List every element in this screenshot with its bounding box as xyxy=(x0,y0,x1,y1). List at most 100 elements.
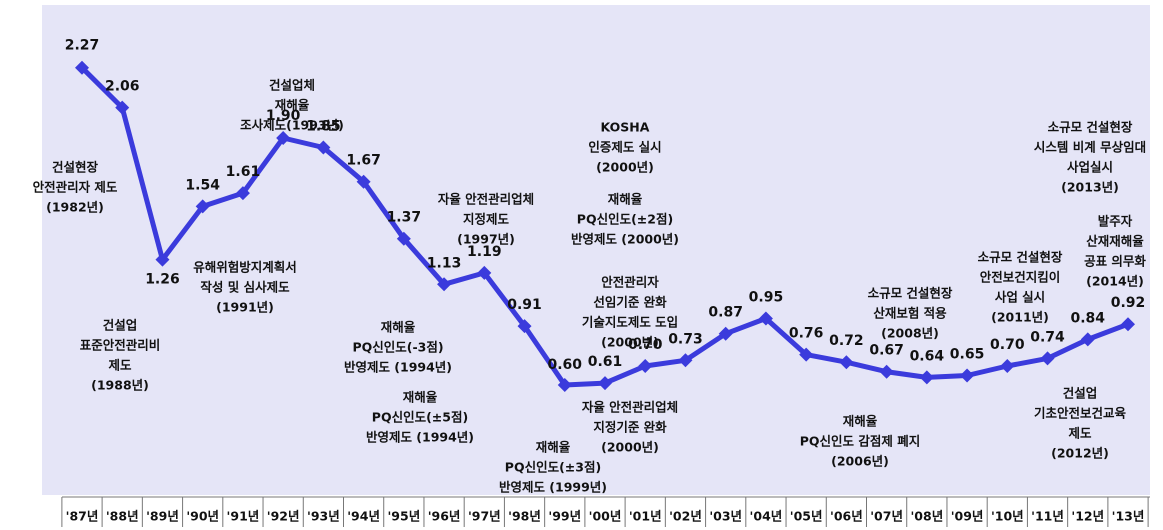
annotation: 자율 안전관리업체 xyxy=(438,192,534,207)
annotation: 소규모 건설현장 xyxy=(868,286,953,301)
marker xyxy=(115,100,130,115)
data-label: 1.61 xyxy=(226,164,261,180)
x-tick-label: '02년 xyxy=(669,509,702,524)
annotation: 기초안전보건교육 xyxy=(1034,406,1127,421)
annotation: 공표 의무화 xyxy=(1084,254,1146,269)
annotation: 안전보건지킴이 xyxy=(980,270,1061,285)
annotation: (1997년) xyxy=(457,232,515,247)
annotation: 사업 실시 xyxy=(995,290,1045,305)
x-tick-label: '90년 xyxy=(186,509,219,524)
annotation: 산재보험 적용 xyxy=(873,306,947,321)
data-label: 0.60 xyxy=(547,357,582,373)
annotation: 발주자 xyxy=(1098,214,1133,229)
x-tick-label: '11년 xyxy=(1031,509,1064,524)
annotation: 제도 xyxy=(108,358,132,373)
annotation: (2013년) xyxy=(1061,180,1119,195)
marker xyxy=(1040,351,1055,366)
x-tick-label: '96년 xyxy=(428,509,461,524)
annotation: 안전관리자 xyxy=(601,275,659,290)
marker xyxy=(437,277,452,292)
marker xyxy=(678,353,693,368)
annotation: 유해위험방지계획서 xyxy=(193,260,297,275)
annotation: (2000년) xyxy=(601,335,659,350)
data-label: 1.19 xyxy=(467,244,502,260)
x-tick-label: '03년 xyxy=(709,509,742,524)
annotation: 재해율 xyxy=(536,440,571,455)
x-tick-label: '07년 xyxy=(870,509,903,524)
annotation: 반영제도 (2000년) xyxy=(571,232,679,247)
annotation: PQ신인도(±2점) xyxy=(577,212,673,227)
annotation: PQ신인도(-3점) xyxy=(352,340,443,355)
marker xyxy=(477,265,492,280)
annotation: PQ신인도(±5점) xyxy=(372,410,468,425)
data-label: 1.13 xyxy=(427,255,462,271)
x-tick-label: '93년 xyxy=(307,509,340,524)
x-tick-label: '98년 xyxy=(508,509,541,524)
data-label: 1.90 xyxy=(266,108,301,124)
marker xyxy=(75,60,89,75)
annotation: 표준안전관리비 xyxy=(80,338,161,353)
data-label: 0.70 xyxy=(628,337,663,353)
data-label: 0.65 xyxy=(950,347,985,363)
marker xyxy=(638,359,653,373)
annotation: (2000년) xyxy=(601,440,659,455)
annotation: 반영제도 (1994년) xyxy=(344,360,452,375)
data-label: 0.84 xyxy=(1070,310,1105,326)
annotation: 반영제도 (1994년) xyxy=(366,430,474,445)
data-label: 2.27 xyxy=(65,38,100,54)
annotation: 재해율 xyxy=(275,98,310,113)
marker xyxy=(316,140,331,155)
annotation: 지정제도 xyxy=(463,212,510,227)
marker xyxy=(919,370,934,385)
data-label: 0.91 xyxy=(507,297,542,313)
data-label: 0.73 xyxy=(668,331,703,347)
x-tick-label: '89년 xyxy=(146,509,179,524)
x-tick-label: '05년 xyxy=(790,509,823,524)
marker xyxy=(839,355,854,370)
data-label: 2.06 xyxy=(105,79,140,95)
x-tick-label: '95년 xyxy=(387,509,420,524)
annotation: 지정기준 완화 xyxy=(593,420,667,435)
data-label: 1.37 xyxy=(387,210,422,226)
annotation: 조사제도(1993년) xyxy=(240,118,344,133)
annotation: 제도 xyxy=(1068,426,1092,441)
x-tick-label: '99년 xyxy=(548,509,581,524)
x-tick-label: '06년 xyxy=(830,509,863,524)
annotation: 작성 및 심사제도 xyxy=(200,280,290,295)
annotation: 산재재해율 xyxy=(1086,234,1144,249)
marker xyxy=(799,347,814,362)
annotation: (1991년) xyxy=(216,300,274,315)
annotation: 자율 안전관리업체 xyxy=(582,400,678,415)
marker xyxy=(960,368,975,383)
marker xyxy=(1121,317,1135,332)
data-label: 0.72 xyxy=(829,333,864,349)
x-tick-label: '00년 xyxy=(589,509,622,524)
marker xyxy=(758,311,773,326)
x-tick-label: '04년 xyxy=(750,509,783,524)
annotation: 반영제도 (1999년) xyxy=(499,480,607,495)
annotation: (2000년) xyxy=(596,160,654,175)
x-tick-label: '08년 xyxy=(910,509,943,524)
x-tick-label: '13년 xyxy=(1112,509,1145,524)
marker xyxy=(1080,332,1095,347)
annotation: 기술지도제도 도입 xyxy=(582,315,678,330)
x-tick-label: '94년 xyxy=(347,509,380,524)
data-label: 0.76 xyxy=(789,326,824,342)
marker xyxy=(195,199,210,214)
annotation: (2012년) xyxy=(1051,446,1109,461)
annotation: 재해율 xyxy=(608,192,643,207)
data-label: 0.64 xyxy=(910,348,945,364)
annotation: PQ신인도 감점제 폐지 xyxy=(800,434,921,449)
x-tick-label: '87년 xyxy=(66,509,99,524)
annotation: (1988년) xyxy=(91,378,149,393)
x-tick-label: '10년 xyxy=(991,509,1024,524)
annotation: 시스템 비계 무상임대 xyxy=(1034,140,1146,155)
annotation: (2008년) xyxy=(881,326,939,341)
marker xyxy=(155,252,170,267)
data-label: 0.95 xyxy=(749,290,784,306)
annotation: (2014년) xyxy=(1086,274,1144,289)
annotation: 재해율 xyxy=(381,320,416,335)
data-label: 0.92 xyxy=(1111,295,1146,311)
plot-background xyxy=(42,5,1150,495)
annotation: 재해율 xyxy=(403,390,438,405)
